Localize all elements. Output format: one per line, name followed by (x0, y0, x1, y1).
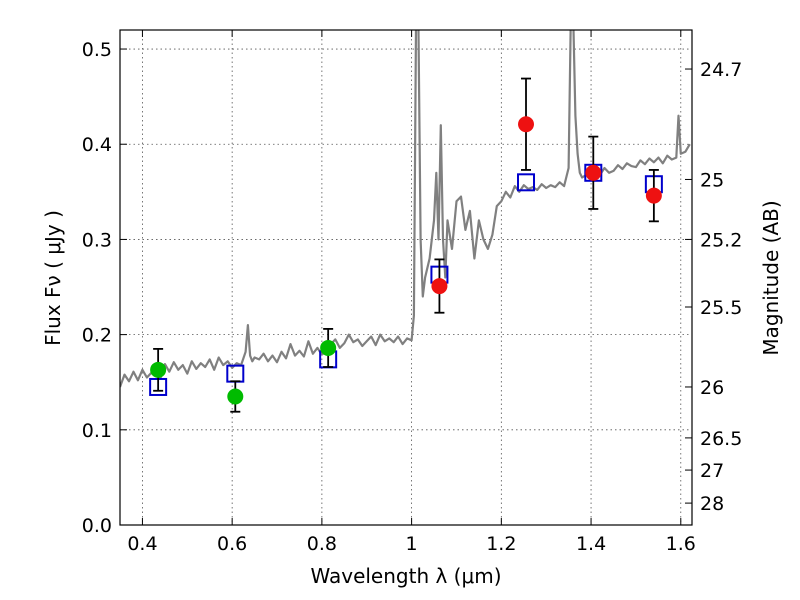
right-tick-label: 25.5 (700, 297, 742, 319)
right-tick-label: 26.5 (700, 428, 742, 450)
y-tick-label: 0.1 (82, 420, 112, 442)
right-tick-label: 25 (700, 169, 724, 191)
right-tick-label: 26 (700, 377, 724, 399)
x-tick-label: 1.2 (486, 533, 516, 555)
x-tick-label: 1 (406, 533, 418, 555)
observed-point-marker (431, 278, 448, 295)
x-tick-label: 0.4 (127, 533, 157, 555)
plot-frame (119, 29, 693, 526)
observed-point-marker (320, 339, 337, 356)
y-tick-label: 0.4 (82, 134, 112, 156)
y-axis-label: Flux Fν ( μJy ) (41, 210, 65, 346)
y-tick-label: 0.0 (82, 515, 112, 537)
observed-point-marker (645, 187, 662, 204)
y-tick-label: 0.2 (82, 325, 112, 347)
right-axis-label: Magnitude (AB) (759, 200, 783, 355)
x-axis-label: Wavelength λ (μm) (310, 564, 501, 588)
right-tick-label: 28 (700, 493, 724, 515)
axis-ticks: 0.4 0.6 0.8 1 1.2 1.4 1.6 0.0 0.1 0.2 0.3 0.4 0.5 24.… (82, 30, 742, 555)
observed-point-marker (518, 116, 535, 133)
y-tick-label: 0.3 (82, 229, 112, 251)
right-tick-label: 24.7 (700, 59, 742, 81)
right-tick-label: 25.2 (700, 229, 742, 251)
y-tick-label: 0.5 (82, 39, 112, 61)
x-tick-label: 0.8 (307, 533, 337, 555)
plot-area (120, 30, 691, 413)
right-tick-label: 27 (700, 460, 724, 482)
x-tick-label: 1.4 (576, 533, 606, 555)
observed-point-marker (227, 388, 244, 405)
x-tick-label: 1.6 (666, 533, 696, 555)
observed-point-marker (150, 361, 167, 378)
x-tick-label: 0.6 (217, 533, 247, 555)
observed-point-marker (585, 164, 602, 181)
model-square-marker (517, 173, 536, 192)
